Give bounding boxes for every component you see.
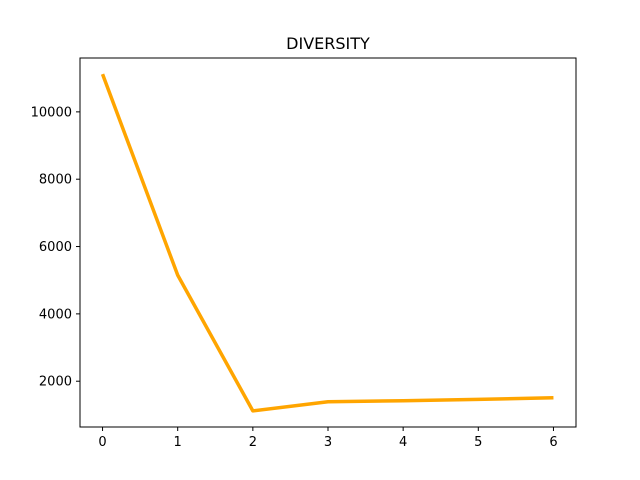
y-tick-label: 6000: [39, 240, 72, 255]
plot-area: 0 1 2 3 4 5 6 2000 4000 6000 8000 10000: [31, 57, 577, 450]
y-tick-label: 4000: [39, 307, 72, 322]
x-tick-label: 4: [399, 435, 407, 450]
y-tick-label: 2000: [39, 375, 72, 390]
x-tick-label: 0: [98, 435, 106, 450]
chart-title: DIVERSITY: [286, 34, 370, 53]
series-line-0: [100, 73, 554, 413]
x-tick-label: 1: [174, 435, 182, 450]
x-tick-label: 2: [249, 435, 257, 450]
y-tick-label: 8000: [39, 173, 72, 188]
x-tick-label: 3: [324, 435, 332, 450]
x-tick-label: 5: [474, 435, 482, 450]
x-tick-label: 6: [549, 435, 557, 450]
y-tick-label: 10000: [31, 105, 72, 120]
